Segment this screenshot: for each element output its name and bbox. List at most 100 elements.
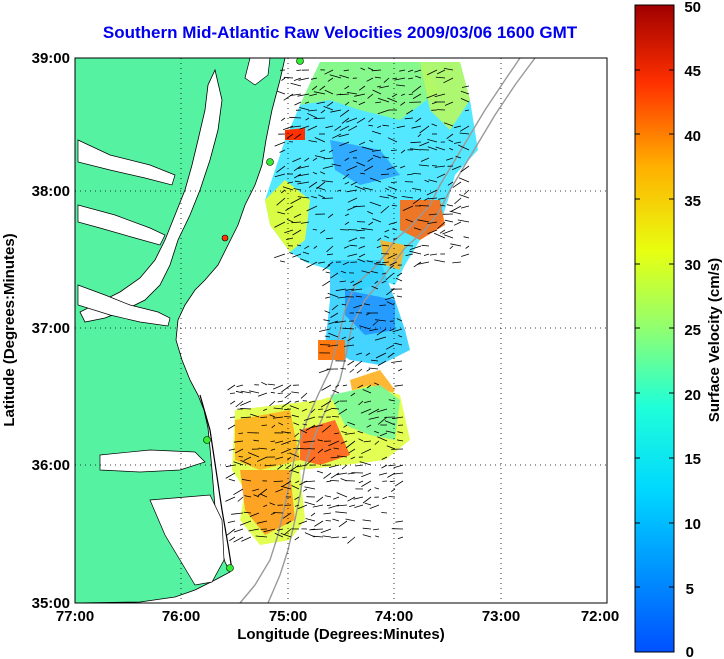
velocity-vector [372,89,382,95]
velocity-vector [297,173,310,177]
velocity-vector [436,173,446,179]
velocity-vector [240,390,252,394]
velocity-vector [277,400,284,403]
velocity-vector [249,512,260,517]
velocity-vector [412,188,422,191]
velocity-vector [229,416,236,418]
velocity-vector [322,197,334,199]
velocity-vector [344,181,350,185]
velocity-vector [225,496,236,502]
velocity-vector [436,69,446,75]
velocity-vector [384,235,390,239]
velocity-vector [426,93,438,99]
velocity-vector [330,272,339,279]
velocity-vector [273,512,284,514]
velocity-vector [389,261,398,266]
velocity-vector [302,251,310,255]
velocity-vector [340,368,347,370]
velocity-vector [332,518,340,522]
velocity-vector [379,432,388,437]
velocity-vector [372,130,382,135]
velocity-vector [450,205,462,212]
velocity-vector [280,533,292,538]
velocity-vector [297,447,308,450]
velocity-vector [376,408,388,413]
velocity-vector [386,288,395,296]
velocity-vector [277,90,286,95]
velocity-vector [248,528,260,532]
velocity-vector [460,90,470,95]
velocity-vector [299,107,310,111]
velocity-vector [410,148,422,151]
x-tick-labels: 77:00 76:00 75:00 74:00 73:00 72:00 [56,608,619,625]
velocity-vector [396,125,406,129]
velocity-vector [318,368,331,374]
velocity-vector [328,332,339,338]
velocity-vector [312,229,318,231]
velocity-vector [426,69,438,76]
colorbar-tick-labels: 50 45 40 35 30 25 20 15 10 5 0 [684,0,701,659]
velocity-vector [392,77,398,80]
velocity-vector [366,368,371,372]
velocity-vector [428,179,438,183]
velocity-vector [306,205,318,212]
velocity-vector [270,440,276,442]
velocity-vector [298,520,308,525]
velocity-vector [330,536,340,539]
velocity-vector [362,496,372,504]
velocity-vector [403,244,414,247]
velocity-vector [385,344,395,350]
colorbar-tick-label: 45 [684,63,701,80]
velocity-vector [347,197,358,203]
velocity-vector [334,432,340,435]
station-marker [203,436,211,444]
velocity-vector [238,432,244,434]
velocity-vector [465,245,470,249]
velocity-vector [388,221,398,225]
velocity-vector [332,133,342,139]
velocity-vector [406,109,414,115]
velocity-vector [226,528,236,536]
velocity-vector [366,77,374,82]
velocity-vector [449,147,454,151]
colorbar [634,4,675,653]
velocity-vector [443,234,454,239]
velocity-vector [378,472,388,476]
velocity-vector [376,245,382,249]
velocity-vector [261,424,268,426]
velocity-vector [369,201,382,207]
velocity-vector [334,400,340,405]
velocity-vector [449,245,454,250]
velocity-vector [292,157,302,163]
axes-frame [74,57,608,604]
velocity-vector [446,204,454,207]
velocity-vector [233,488,244,496]
velocity-vector [283,125,294,131]
x-tick-label: 77:00 [56,608,94,625]
velocity-vector [379,196,390,199]
y-tick-label: 37:00 [32,320,70,337]
velocity-vector [356,368,363,374]
velocity-vector [249,390,260,394]
velocity-vector [269,400,276,407]
velocity-vector [293,448,300,450]
velocity-vector [390,149,398,151]
station-marker [296,58,304,65]
velocity-vector [312,504,324,508]
velocity-vector [243,456,252,461]
velocity-vector [323,319,331,322]
velocity-vector [326,101,334,107]
velocity-vector [439,204,446,207]
velocity-vector [263,528,276,533]
velocity-vector [358,85,366,91]
velocity-vector [351,288,363,291]
velocity-vector [326,480,332,483]
velocity-vector [257,488,268,497]
velocity-vector [264,464,276,467]
velocity-vector [294,133,302,140]
velocity-vector [360,408,372,414]
velocity-vector [369,177,382,183]
velocity-vector [327,213,334,219]
velocity-vector [316,496,324,503]
